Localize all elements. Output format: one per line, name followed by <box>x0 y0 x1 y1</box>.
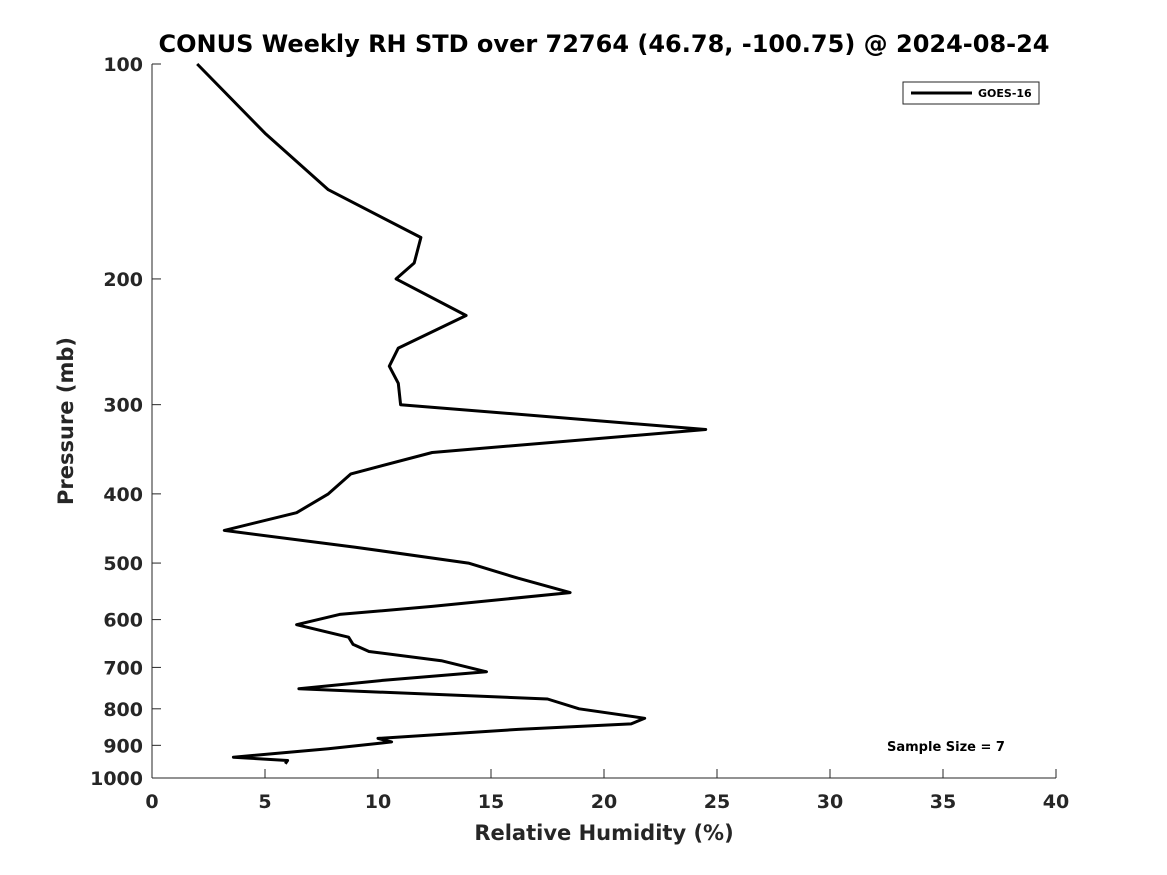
chart-title: CONUS Weekly RH STD over 72764 (46.78, -… <box>158 30 1049 58</box>
x-tick-label: 5 <box>258 791 271 813</box>
sample-size-annotation: Sample Size = 7 <box>887 740 1005 755</box>
x-axis-label: Relative Humidity (%) <box>474 821 733 845</box>
y-axis-label: Pressure (mb) <box>54 337 78 505</box>
legend[interactable]: GOES-16 <box>902 81 1040 105</box>
x-tick-label: 35 <box>930 791 956 813</box>
y-ticks: 100 200 300 400 500 600 700 800 900 1000 <box>90 54 161 790</box>
y-tick-label: 600 <box>103 610 143 632</box>
y-tick-label: 1000 <box>90 768 143 790</box>
x-tick-label: 10 <box>365 791 391 813</box>
x-ticks: 0 5 10 15 20 25 30 35 40 <box>145 769 1069 813</box>
legend-label-goes-16: GOES-16 <box>978 87 1032 100</box>
y-tick-label: 300 <box>103 395 143 417</box>
y-tick-label: 800 <box>103 699 143 721</box>
y-tick-label: 100 <box>103 54 143 76</box>
y-tick-label: 200 <box>103 269 143 291</box>
y-tick-label: 900 <box>103 735 143 757</box>
x-tick-label: 40 <box>1043 791 1069 813</box>
series-line-0 <box>196 62 708 765</box>
x-tick-label: 30 <box>817 791 843 813</box>
y-tick-label: 400 <box>103 484 143 506</box>
x-tick-label: 25 <box>704 791 730 813</box>
series-group <box>196 62 708 765</box>
x-tick-label: 20 <box>591 791 617 813</box>
y-tick-label: 700 <box>103 657 143 679</box>
x-tick-label: 15 <box>478 791 504 813</box>
y-tick-label: 500 <box>103 553 143 575</box>
x-tick-label: 0 <box>145 791 158 813</box>
